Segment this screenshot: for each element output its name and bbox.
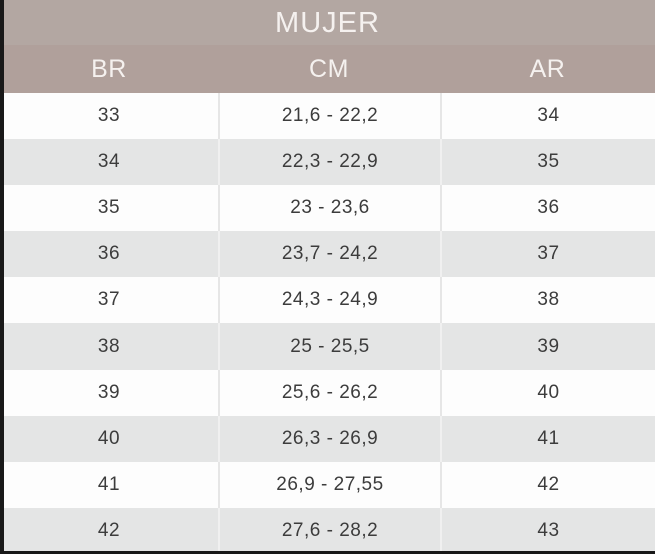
table-row: 37 24,3 - 24,9 38	[0, 277, 655, 324]
cell-cm: 22,3 - 22,9	[218, 139, 440, 186]
table-body: 33 21,6 - 22,2 34 34 22,3 - 22,9 35 35 23 - 23,…	[0, 93, 655, 554]
cell-br: 42	[97, 519, 121, 541]
column-header-cm: CM	[309, 54, 349, 83]
cell-br: 35	[97, 197, 121, 219]
table-row: 41 26,9 - 27,55 42	[0, 461, 655, 508]
cell-br: 41	[97, 473, 121, 495]
cell-ar: 36	[440, 185, 655, 232]
column-header-row: BR CM AR	[0, 45, 655, 93]
cell-cm: 25,6 - 26,2	[218, 369, 440, 416]
chart-title-band: MUJER	[0, 0, 655, 45]
cell-br: 38	[97, 335, 121, 357]
bottom-film-edge	[0, 551, 655, 554]
cell-ar: 35	[440, 139, 655, 186]
cell-ar: 34	[440, 93, 655, 140]
table-row: 34 22,3 - 22,9 35	[0, 139, 655, 186]
column-header-br: BR	[91, 54, 127, 83]
cell-ar: 42	[440, 461, 655, 508]
cell-cm: 24,3 - 24,9	[218, 277, 440, 324]
table-row: 42 27,6 - 28,2 43	[0, 507, 655, 554]
table-row: 36 23,7 - 24,2 37	[0, 231, 655, 278]
table-row: 40 26,3 - 26,9 41	[0, 415, 655, 462]
cell-cm: 27,6 - 28,2	[218, 507, 440, 554]
left-film-edge	[0, 0, 4, 554]
cell-cm: 23,7 - 24,2	[218, 231, 440, 278]
cell-ar: 39	[440, 323, 655, 370]
cell-ar: 43	[440, 507, 655, 554]
table-row: 38 25 - 25,5 39	[0, 323, 655, 370]
cell-br: 37	[97, 289, 121, 311]
cell-br: 33	[97, 105, 121, 127]
cell-cm: 21,6 - 22,2	[218, 93, 440, 140]
cell-br: 39	[97, 381, 121, 403]
cell-ar: 37	[440, 231, 655, 278]
table-row: 33 21,6 - 22,2 34	[0, 93, 655, 140]
cell-ar: 40	[440, 369, 655, 416]
cell-cm: 26,9 - 27,55	[218, 461, 440, 508]
cell-br: 36	[97, 243, 121, 265]
cell-br: 34	[97, 151, 121, 173]
cell-cm: 25 - 25,5	[218, 323, 440, 370]
cell-cm: 23 - 23,6	[218, 185, 440, 232]
table-row: 35 23 - 23,6 36	[0, 185, 655, 232]
cell-br: 40	[97, 427, 121, 449]
cell-ar: 38	[440, 277, 655, 324]
table-row: 39 25,6 - 26,2 40	[0, 369, 655, 416]
cell-cm: 26,3 - 26,9	[218, 415, 440, 462]
chart-title: MUJER	[275, 7, 380, 39]
cell-ar: 41	[440, 415, 655, 462]
column-header-ar: AR	[529, 54, 566, 83]
